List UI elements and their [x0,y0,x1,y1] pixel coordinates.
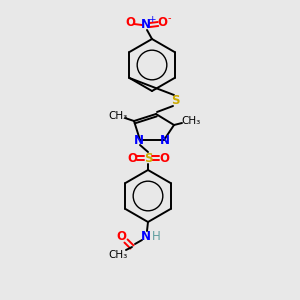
Text: N: N [141,230,151,242]
Text: O: O [125,16,135,29]
Text: -: - [167,13,171,23]
Text: O: O [116,230,126,244]
Text: O: O [159,152,169,164]
Text: N: N [134,134,144,146]
Text: CH₃: CH₃ [108,111,128,121]
Text: H: H [152,230,160,244]
Text: N: N [160,134,170,146]
Text: O: O [157,16,167,29]
Text: S: S [171,94,179,107]
Text: +: + [148,14,156,23]
Text: CH₃: CH₃ [108,250,128,260]
Text: CH₃: CH₃ [182,116,201,126]
Text: O: O [127,152,137,164]
Text: S: S [144,152,152,164]
Text: N: N [141,19,151,32]
